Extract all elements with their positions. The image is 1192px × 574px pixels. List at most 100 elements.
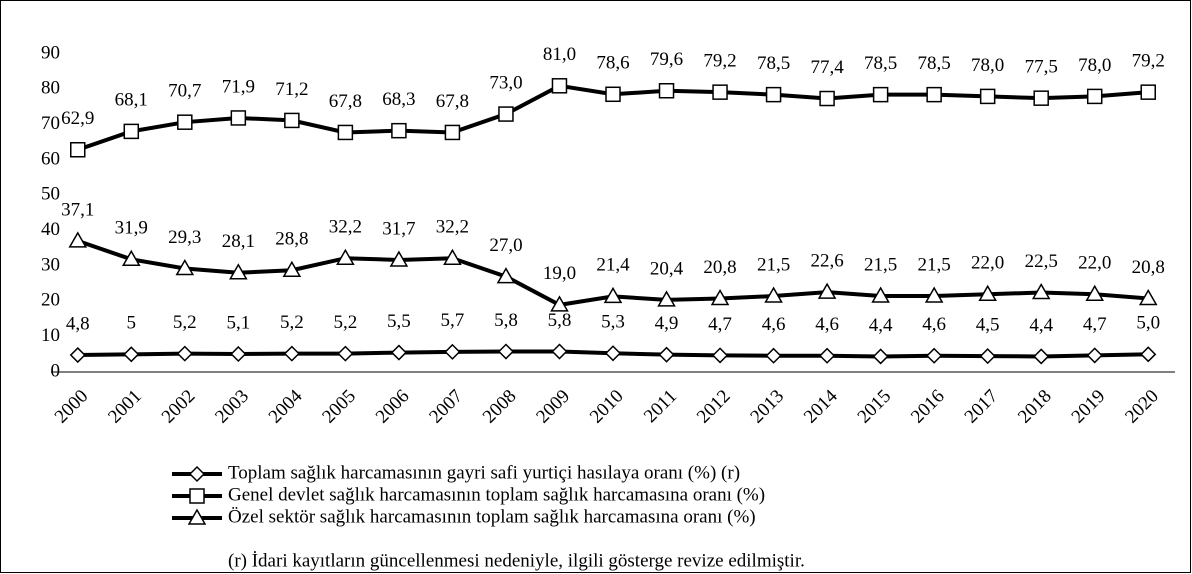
data-point xyxy=(978,284,997,302)
data-point xyxy=(337,124,354,141)
data-label: 77,4 xyxy=(810,57,844,78)
y-tick-label: 50 xyxy=(41,184,60,205)
data-label: 28,8 xyxy=(275,229,308,250)
data-point xyxy=(1085,284,1105,302)
data-point xyxy=(979,348,996,365)
data-point xyxy=(230,110,247,126)
data-label: 81,0 xyxy=(543,44,576,65)
data-label: 22,6 xyxy=(810,251,843,272)
data-point xyxy=(872,86,889,103)
data-label: 68,3 xyxy=(382,89,415,110)
data-label: 78,5 xyxy=(918,53,951,74)
data-label: 4,9 xyxy=(655,313,679,334)
data-label: 79,2 xyxy=(703,51,736,72)
data-label: 22,5 xyxy=(1025,251,1058,272)
legend-marker xyxy=(189,488,205,504)
data-point xyxy=(70,142,86,158)
data-point xyxy=(175,258,195,276)
data-point xyxy=(1086,347,1103,364)
data-label: 22,0 xyxy=(1078,253,1111,274)
data-label: 21,5 xyxy=(864,254,897,275)
data-label: 73,0 xyxy=(489,72,522,93)
data-point xyxy=(1033,90,1049,106)
data-point xyxy=(1140,84,1156,100)
data-label: 4,4 xyxy=(1029,315,1053,336)
y-tick-label: 30 xyxy=(41,254,60,275)
data-label: 20,8 xyxy=(703,257,736,278)
y-tick-label: 80 xyxy=(41,78,60,99)
y-tick-label: 70 xyxy=(41,113,60,134)
data-label: 5,8 xyxy=(494,310,518,331)
data-point xyxy=(68,231,88,248)
data-point xyxy=(444,343,461,360)
data-label: 78,5 xyxy=(864,53,897,74)
data-point xyxy=(1031,282,1051,300)
data-label: 4,7 xyxy=(1083,314,1107,335)
data-label: 4,4 xyxy=(869,315,893,336)
data-label: 4,5 xyxy=(976,314,1000,335)
data-point xyxy=(282,260,302,277)
data-point xyxy=(443,248,462,265)
data-label: 5 xyxy=(127,313,137,334)
data-point xyxy=(817,282,837,299)
data-point xyxy=(1138,288,1158,306)
data-label: 71,9 xyxy=(222,76,255,97)
data-label: 21,5 xyxy=(757,254,790,275)
data-point xyxy=(1033,348,1050,365)
data-label: 4,8 xyxy=(66,313,90,334)
y-tick-label: 10 xyxy=(41,325,60,346)
data-label: 79,6 xyxy=(650,49,683,70)
y-tick-label: 40 xyxy=(41,219,60,240)
data-label: 19,0 xyxy=(543,263,576,284)
data-label: 27,0 xyxy=(489,235,522,256)
data-label: 20,4 xyxy=(650,258,684,279)
data-label: 32,2 xyxy=(436,217,469,238)
legend-label: Özel sektör sağlık harcamasının toplam s… xyxy=(228,506,756,527)
data-label: 37,1 xyxy=(61,199,94,220)
data-point xyxy=(926,347,943,364)
data-point xyxy=(230,345,247,363)
y-tick-label: 60 xyxy=(41,148,60,169)
data-label: 22,0 xyxy=(971,253,1004,274)
data-point xyxy=(496,267,516,284)
data-point xyxy=(604,345,622,362)
data-label: 70,7 xyxy=(168,81,201,102)
data-label: 5,7 xyxy=(441,310,465,331)
data-point xyxy=(765,347,782,364)
data-label: 31,7 xyxy=(382,218,415,239)
data-label: 21,4 xyxy=(596,255,630,276)
data-point xyxy=(657,290,676,307)
data-point xyxy=(871,286,890,303)
data-point xyxy=(123,346,140,363)
data-label: 5,2 xyxy=(280,312,304,333)
data-point xyxy=(551,343,568,360)
data-point xyxy=(711,347,729,364)
data-label: 21,5 xyxy=(918,254,951,275)
data-label: 28,1 xyxy=(222,231,255,252)
legend-marker xyxy=(187,508,207,525)
y-tick-label: 90 xyxy=(41,42,60,63)
data-point xyxy=(979,88,996,105)
data-point xyxy=(551,78,568,94)
y-tick-label: 20 xyxy=(41,290,60,311)
legend-marker xyxy=(188,465,206,483)
data-label: 62,9 xyxy=(61,108,94,129)
data-point xyxy=(176,345,193,362)
legend-label: Toplam sağlık harcamasının gayri safi yu… xyxy=(228,462,740,483)
data-label: 29,3 xyxy=(168,227,201,248)
data-label: 78,6 xyxy=(596,53,629,74)
data-point xyxy=(764,286,783,303)
data-point xyxy=(229,263,248,280)
data-point xyxy=(391,122,407,139)
data-point xyxy=(337,345,354,362)
data-point xyxy=(819,90,835,107)
data-label: 5,0 xyxy=(1136,313,1160,334)
data-point xyxy=(550,295,569,312)
data-label: 78,0 xyxy=(971,55,1004,76)
data-label: 5,1 xyxy=(226,312,250,333)
data-label: 78,5 xyxy=(757,53,790,74)
data-label: 5,3 xyxy=(601,312,625,333)
data-point xyxy=(712,84,728,100)
data-label: 71,2 xyxy=(275,79,308,100)
